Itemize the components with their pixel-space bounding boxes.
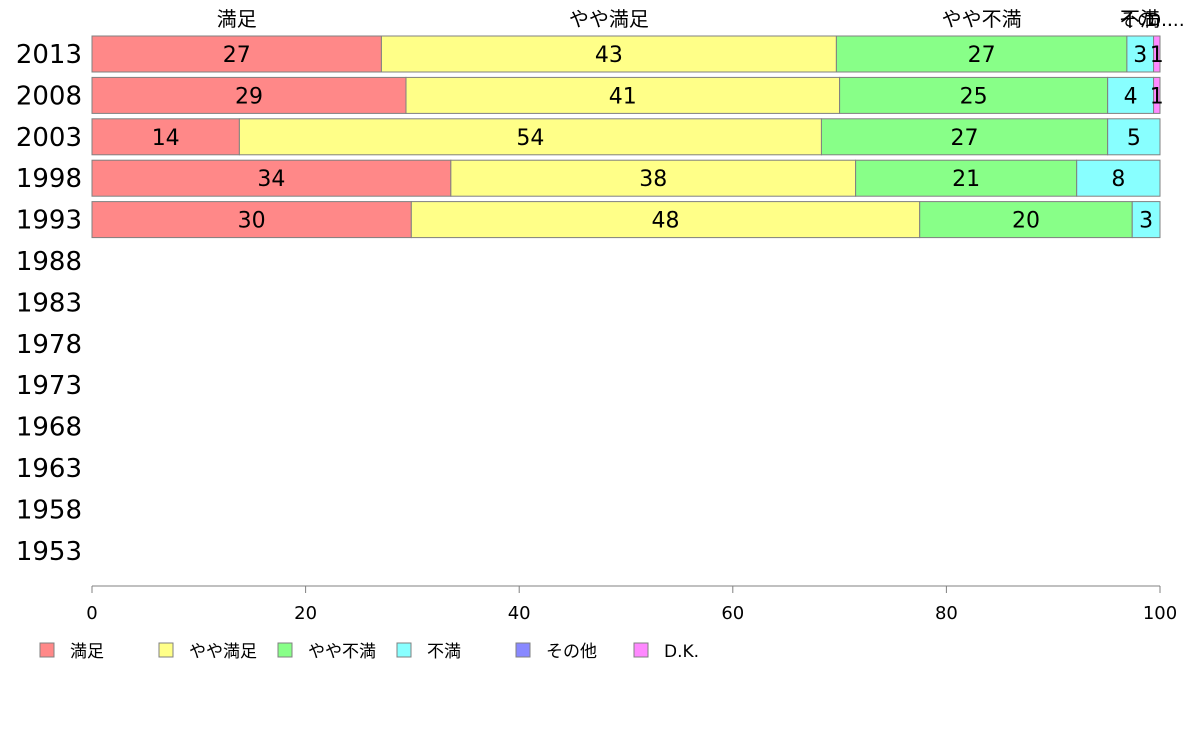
data-label: 48	[652, 209, 680, 234]
x-tick-label: 80	[935, 603, 958, 624]
bar-segment	[1153, 35, 1161, 73]
legend-swatch	[277, 642, 293, 658]
legend-label: その他	[546, 642, 597, 662]
data-label: 54	[516, 126, 544, 151]
year-label: 1983	[16, 288, 82, 318]
series-top-label: やや不満	[942, 7, 1022, 31]
bar-segment	[380, 35, 837, 73]
x-tick-label: 20	[294, 603, 317, 624]
bar-segment	[835, 35, 1128, 73]
year-label: 2003	[16, 123, 82, 153]
data-label: 25	[960, 84, 988, 109]
x-tick-label: 40	[508, 603, 531, 624]
data-label: 34	[257, 167, 285, 192]
legend-label: やや満足	[189, 642, 257, 662]
series-top-label: やや満足	[569, 7, 649, 31]
bar-segment	[91, 159, 452, 197]
bar-segment	[839, 76, 1109, 114]
bar-segment	[919, 201, 1133, 239]
year-label: 1998	[16, 164, 82, 194]
legend-swatch	[633, 642, 649, 658]
bar-segment	[1076, 159, 1161, 197]
legend-label: やや不満	[308, 642, 376, 662]
data-label: 29	[235, 84, 263, 109]
data-label: 3	[1139, 209, 1153, 234]
bar-segment	[1107, 76, 1155, 114]
data-label: 3	[1133, 43, 1147, 68]
x-tick-label: 100	[1143, 603, 1177, 624]
year-label: 1988	[16, 247, 82, 277]
data-label: 20	[1012, 209, 1040, 234]
x-tick-label: 60	[721, 603, 744, 624]
legend-label: 不満	[427, 642, 461, 662]
legend-swatch	[515, 642, 531, 658]
legend-swatch	[158, 642, 174, 658]
bar-segment	[91, 118, 240, 156]
legend-label: D.K.	[664, 642, 699, 662]
data-label: 21	[952, 167, 980, 192]
bar-segment	[1107, 118, 1161, 156]
data-label: 30	[238, 209, 266, 234]
data-label: 14	[152, 126, 180, 151]
year-label: 2013	[16, 40, 82, 70]
x-tick-label: 0	[86, 603, 97, 624]
legend-swatch	[39, 642, 55, 658]
data-label: 5	[1127, 126, 1141, 151]
data-label: 41	[609, 84, 637, 109]
data-label: 43	[595, 43, 623, 68]
bar-segment	[1131, 201, 1161, 239]
series-top-label: 満足	[217, 7, 257, 31]
data-label: 27	[968, 43, 996, 68]
year-label: 1953	[16, 537, 82, 567]
data-label: 8	[1111, 167, 1125, 192]
year-label: 1993	[16, 206, 82, 236]
year-label: 2008	[16, 81, 82, 111]
bar-segment	[450, 159, 857, 197]
data-label: 1	[1150, 43, 1164, 68]
data-label: 27	[223, 43, 251, 68]
year-label: 1973	[16, 371, 82, 401]
data-label: 4	[1124, 84, 1138, 109]
year-label: 1963	[16, 454, 82, 484]
bar-segment	[855, 159, 1078, 197]
series-top-label: その…	[1119, 10, 1173, 31]
series-top-label: D.…	[1147, 10, 1185, 31]
legend-label: 満足	[70, 642, 104, 662]
bar-segment	[820, 118, 1109, 156]
year-label: 1958	[16, 495, 82, 525]
series-top-label: 不満	[1120, 7, 1160, 31]
legend-swatch	[396, 642, 412, 658]
bar-segment	[1153, 76, 1161, 114]
bar-segment	[91, 201, 412, 239]
bar-segment	[405, 76, 841, 114]
bar-segment	[91, 76, 407, 114]
year-label: 1968	[16, 413, 82, 443]
bar-segment	[91, 35, 382, 73]
bar-segment	[410, 201, 921, 239]
year-label: 1978	[16, 330, 82, 360]
data-label: 38	[639, 167, 667, 192]
data-label: 27	[951, 126, 979, 151]
data-label: 1	[1150, 84, 1164, 109]
